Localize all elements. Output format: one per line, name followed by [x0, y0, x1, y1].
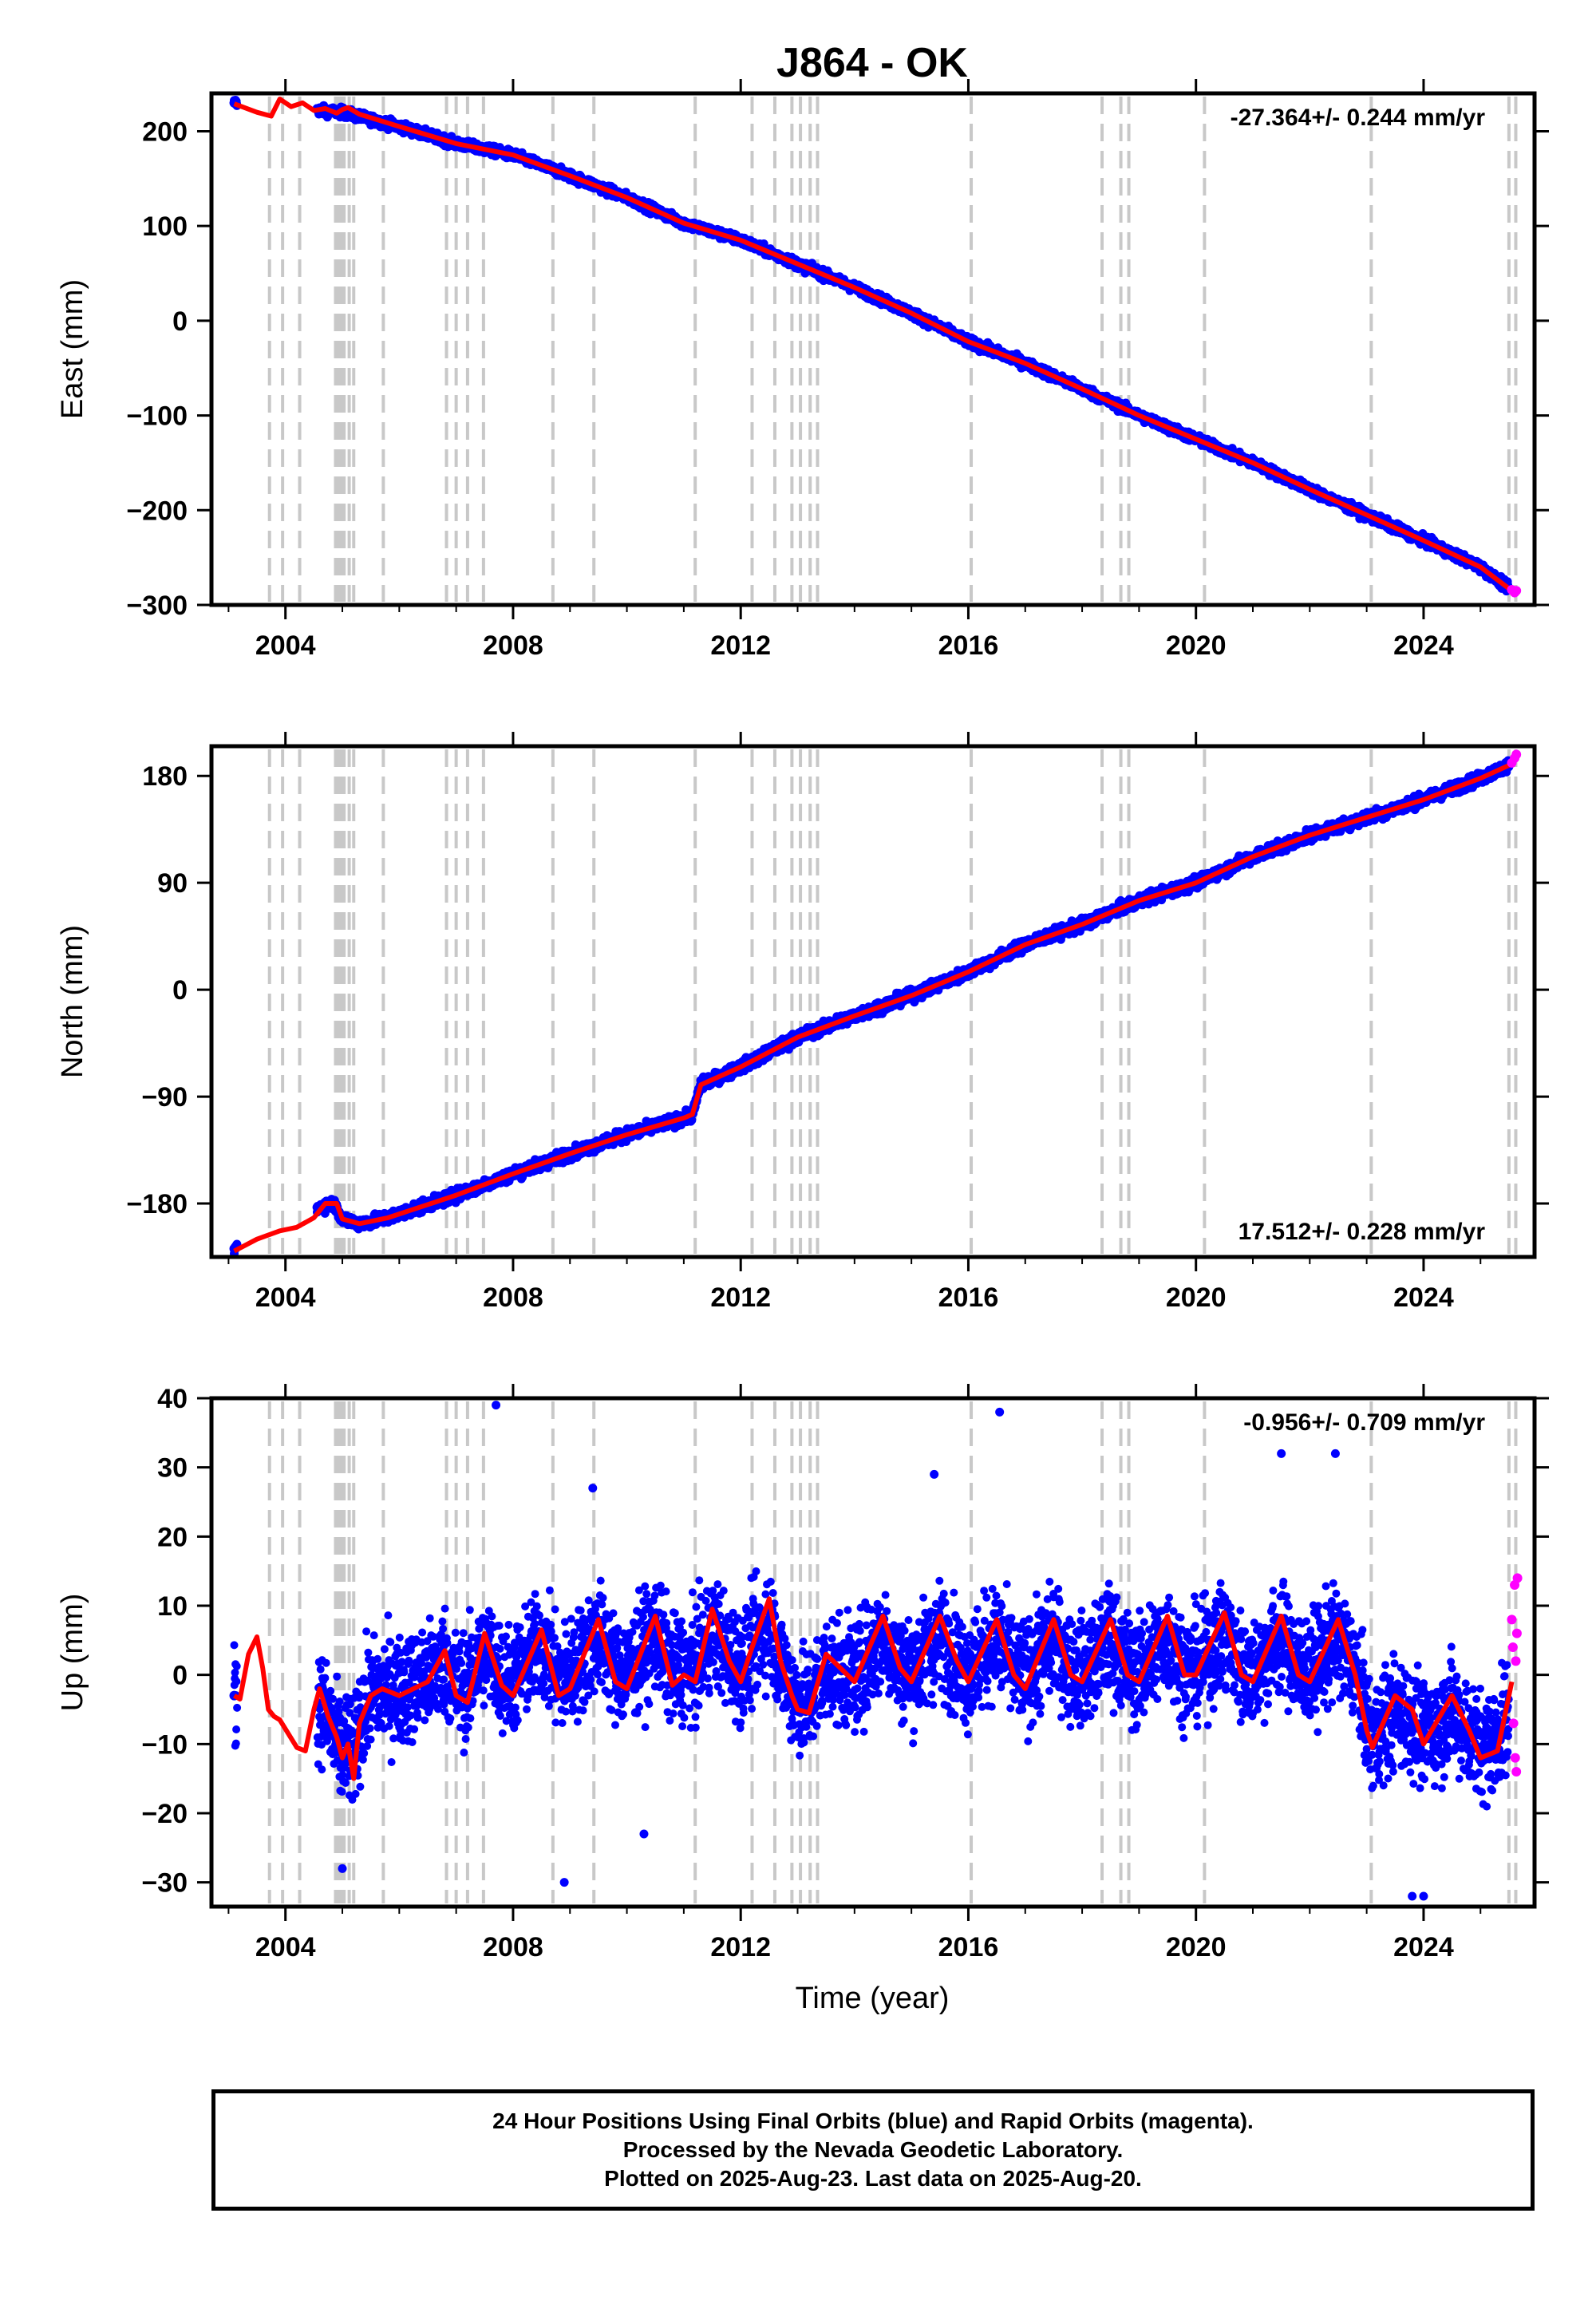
north-plot-area: [229, 749, 1522, 1257]
east-panel: 2004 2008 2012 2016 2020 2024 −300 −200 −100 0 100…: [56, 79, 1549, 661]
east-x-tick-label: 2008: [483, 630, 543, 661]
east-x-tick-label: 2012: [710, 630, 771, 661]
figure-title: J864 - OK: [776, 40, 968, 86]
east-rapid-orbit-points: [1507, 585, 1522, 598]
east-y-tick-label: 200: [142, 117, 188, 147]
east-y-tick-label: 0: [172, 306, 188, 337]
north-break-lines: [267, 749, 1518, 1254]
east-velocity-label: -27.364+/- 0.244 mm/yr: [1231, 105, 1486, 131]
east-rapid-point: [1511, 586, 1522, 596]
east-y-tick-label: 100: [142, 211, 188, 242]
east-final-orbit-points: [229, 96, 1514, 596]
east-x-tick-label: 2004: [255, 630, 316, 661]
east-x-tick-label: 2016: [938, 630, 999, 661]
north-panel: 2004 2008 2012 2016 2020 2024−180−90090180Nor…: [56, 732, 1549, 1313]
east-y-tick-label: −200: [126, 496, 188, 526]
east-frame: [209, 91, 1537, 607]
east-x-tick-label: 2024: [1393, 630, 1454, 661]
east-y-tick-label: −100: [126, 401, 188, 432]
east-model-fit-line: [233, 97, 1514, 593]
east-y-axis-label: East (mm): [56, 279, 89, 419]
east-y-tick-label: −300: [126, 591, 188, 621]
east-break-lines: [267, 97, 1518, 602]
east-x-tick-label: 2020: [1166, 630, 1227, 661]
east-plot-area: [229, 96, 1522, 598]
